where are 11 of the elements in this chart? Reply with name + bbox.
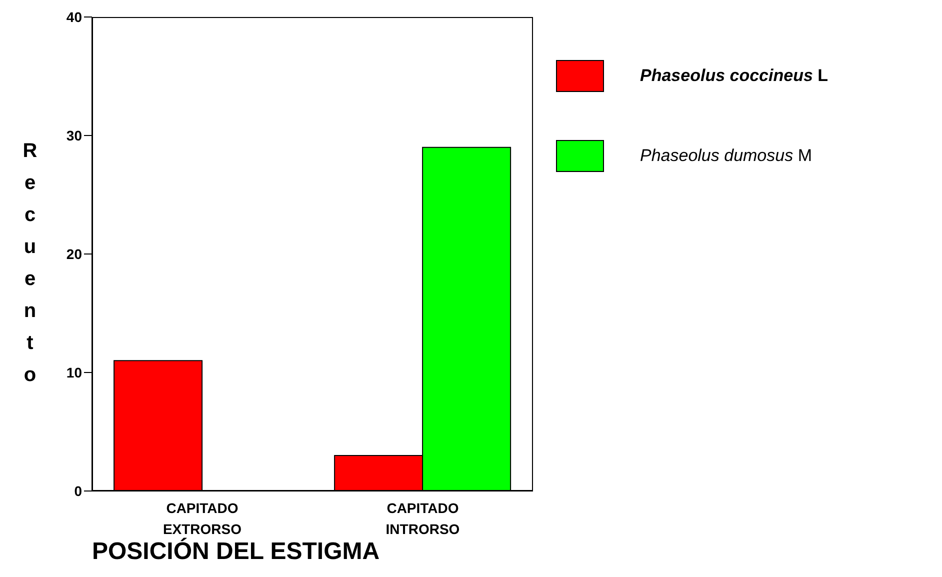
legend-label: Phaseolus dumosus M: [640, 146, 812, 165]
legend-label: Phaseolus coccineus L: [640, 66, 828, 85]
y-tick-label: 20: [66, 246, 82, 262]
y-tick-label: 10: [66, 364, 82, 380]
x-tick-label: CAPITADO EXTRORSO: [162, 500, 242, 537]
x-tick-label: CAPITADO INTRORSO: [386, 500, 460, 537]
y-tick-label: 0: [74, 482, 82, 499]
y-axis-title: Recuento: [22, 139, 38, 388]
x-axis-title: POSICIÓN DEL ESTIGMA: [92, 538, 380, 566]
y-tick-label: 30: [66, 127, 82, 144]
y-tick-label: 40: [66, 8, 82, 25]
